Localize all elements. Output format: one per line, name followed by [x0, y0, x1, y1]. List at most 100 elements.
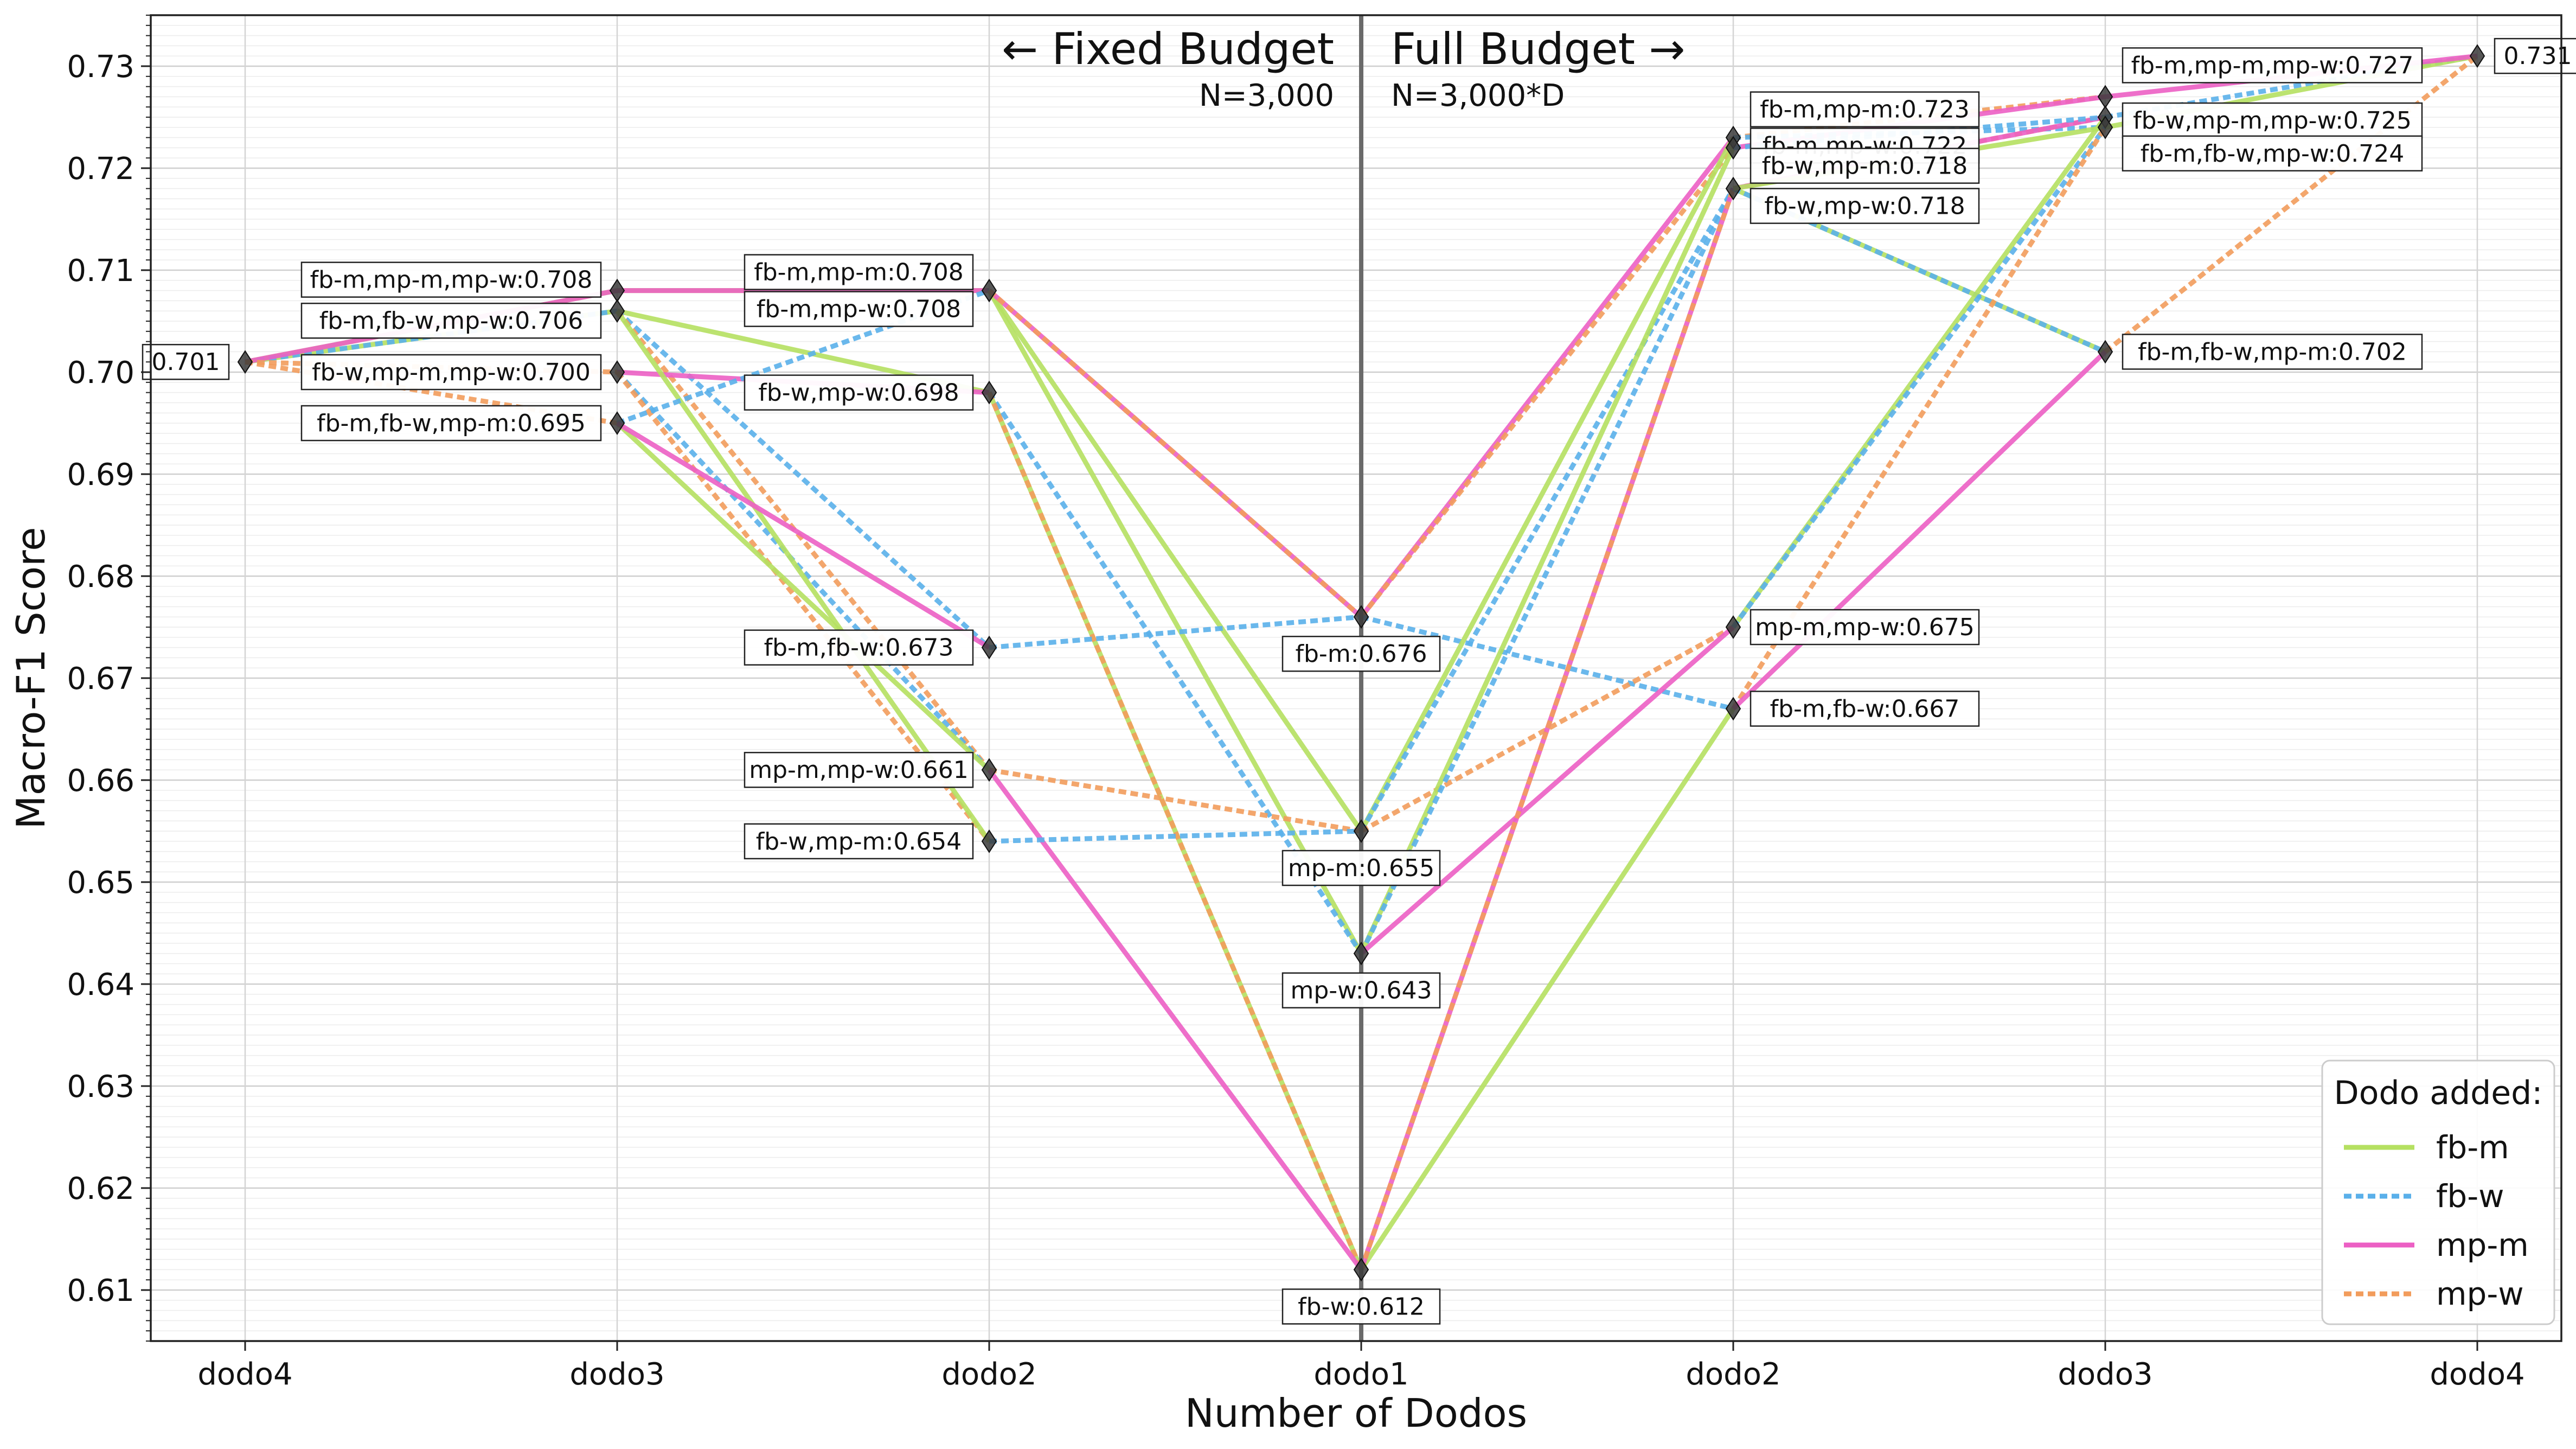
legend-box — [2321, 1059, 2555, 1325]
data-marker — [981, 380, 997, 405]
x-tick-label: dodo3 — [569, 1357, 664, 1392]
point-label-text: fb-m,fb-w:0.667 — [1770, 695, 1960, 723]
legend-label-mp-m: mp-m — [2436, 1227, 2529, 1263]
point-label-box — [300, 405, 602, 442]
point-label: fb-w,mp-w:0.698 — [744, 374, 974, 411]
point-label-text: fb-m,mp-w:0.708 — [757, 296, 961, 323]
x-tick-label: dodo4 — [197, 1357, 292, 1392]
data-marker — [981, 635, 997, 660]
data-marker — [609, 360, 625, 384]
point-label: fb-m,mp-m,mp-w:0.708 — [300, 261, 602, 298]
point-label: fb-m:0.676 — [1281, 635, 1441, 672]
series-line-fb-w — [989, 828, 1362, 844]
point-label: fb-m,fb-w,mp-m:0.702 — [2122, 334, 2423, 370]
data-marker — [609, 411, 625, 435]
series-line-fb-w — [989, 614, 1362, 650]
data-marker — [1725, 136, 1741, 160]
point-label: mp-m,mp-w:0.661 — [744, 751, 974, 788]
point-label-text: mp-m,mp-w:0.661 — [749, 756, 969, 784]
series-line-mp-w — [1731, 126, 2107, 710]
point-label: fb-m,fb-w:0.667 — [1750, 691, 1980, 727]
point-label-text: fb-w,mp-m:0.654 — [756, 828, 962, 856]
point-label-box — [1281, 850, 1441, 886]
point-label: fb-m,mp-m:0.708 — [744, 254, 974, 290]
series-line-mp-w — [988, 289, 1363, 619]
point-label-box — [744, 254, 974, 290]
x-tick-label: dodo2 — [1686, 1357, 1780, 1392]
y-tick-label: 0.70 — [67, 355, 134, 391]
data-marker — [609, 299, 625, 323]
data-marker — [2097, 340, 2113, 364]
series-line-fb-w — [615, 370, 991, 772]
series-line-mp-m — [1360, 625, 1735, 955]
series-line-mp-w — [986, 391, 1364, 1271]
point-label-text: mp-w:0.643 — [1290, 977, 1432, 1005]
series-line-fb-m — [1731, 116, 2107, 629]
series-line-fb-m — [1359, 146, 1736, 955]
point-label: 0.701 — [142, 343, 230, 380]
y-tick-label: 0.71 — [67, 253, 134, 289]
point-label-box — [744, 751, 974, 788]
y-tick-label: 0.65 — [67, 865, 134, 901]
data-marker — [2097, 115, 2113, 139]
series-line-fb-w — [1732, 186, 2106, 354]
data-marker — [1725, 615, 1741, 639]
x-tick-label: dodo2 — [941, 1357, 1036, 1392]
point-label: fb-m,mp-w:0.708 — [744, 291, 974, 327]
point-label-box — [300, 302, 602, 339]
point-label-text: fb-m,fb-w,mp-m:0.702 — [2138, 338, 2407, 366]
legend-label-fb-w: fb-w — [2436, 1178, 2504, 1215]
point-label-box — [1281, 635, 1441, 672]
series-line-fb-w — [1731, 126, 2107, 629]
full-budget-title: Full Budget → — [1391, 24, 1685, 74]
point-label-text: fb-w:0.612 — [1298, 1293, 1425, 1320]
point-label-box — [2494, 37, 2576, 74]
point-label-box — [142, 343, 230, 380]
point-label-text: mp-m:0.655 — [1288, 854, 1434, 882]
point-label-box — [744, 629, 974, 666]
x-tick-label: dodo3 — [2058, 1357, 2152, 1392]
point-label-box — [1750, 148, 1980, 184]
point-label: fb-m,fb-w,mp-w:0.706 — [300, 302, 602, 339]
point-label: fb-m,fb-w:0.673 — [744, 629, 974, 666]
point-label: fb-w,mp-m:0.718 — [1750, 148, 1980, 184]
point-label-text: fb-m:0.676 — [1296, 640, 1427, 668]
point-label-text: mp-m,mp-w:0.675 — [1755, 614, 1975, 641]
data-marker — [1353, 819, 1369, 843]
series-line-fb-w — [615, 309, 991, 649]
y-axis-label: Macro-F1 Score — [8, 527, 54, 829]
point-label-box — [300, 354, 602, 391]
y-tick-label: 0.67 — [67, 661, 134, 697]
point-label-text: fb-w,mp-m,mp-w:0.700 — [312, 359, 591, 386]
point-label-box — [1750, 91, 1980, 127]
y-tick-label: 0.68 — [67, 559, 134, 595]
y-tick-label: 0.64 — [67, 967, 134, 1003]
point-label-text: fb-m,fb-w,mp-w:0.706 — [319, 307, 583, 335]
point-label-text: fb-m,mp-m,mp-w:0.708 — [310, 266, 593, 294]
data-marker — [2469, 44, 2485, 68]
series-line-mp-m — [987, 768, 1363, 1272]
point-label-text: 0.701 — [152, 348, 220, 376]
x-tick-label: dodo4 — [2430, 1357, 2524, 1392]
point-label-box — [300, 261, 602, 298]
series-line-mp-w — [615, 309, 991, 772]
point-label-box — [2122, 334, 2423, 370]
point-label-text: fb-w,mp-m,mp-w:0.725 — [2133, 107, 2412, 135]
legend: Dodo added: fb-m fb-w mp-m mp-w — [2321, 1059, 2555, 1325]
y-tick-label: 0.69 — [67, 457, 134, 493]
series-line-fb-w — [1359, 187, 1735, 833]
series-line-mp-m — [1359, 188, 1736, 1271]
point-label-text: fb-m,fb-w,mp-m:0.695 — [317, 410, 586, 437]
point-label-box — [2122, 102, 2423, 139]
data-marker — [1353, 605, 1369, 629]
point-label-text: fb-m,fb-w,mp-w:0.724 — [2141, 140, 2404, 168]
point-label: fb-m,fb-w,mp-w:0.724 — [2122, 135, 2423, 172]
series-line-mp-w — [1359, 146, 1735, 618]
point-label: mp-w:0.643 — [1281, 972, 1441, 1008]
legend-label-fb-m: fb-m — [2436, 1129, 2509, 1166]
point-label: fb-w,mp-m:0.654 — [744, 823, 974, 860]
series-line-fb-w — [1360, 614, 1734, 711]
y-tick-label: 0.62 — [67, 1171, 134, 1207]
point-label-box — [1750, 188, 1980, 224]
